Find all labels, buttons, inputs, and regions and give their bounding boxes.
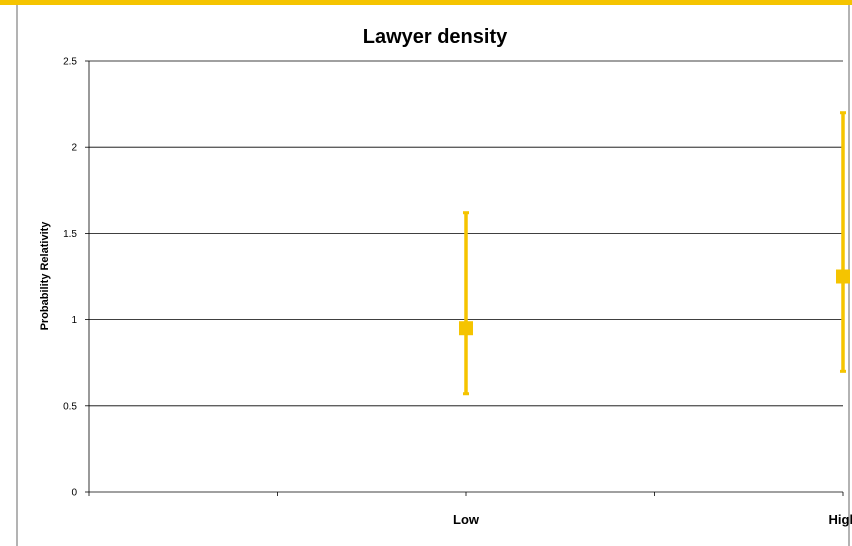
- y-tick-label: 0.5: [63, 401, 77, 412]
- top-accent-bar: [0, 0, 852, 5]
- x-category-labels: Low High: [453, 512, 852, 527]
- y-tick-labels: 0 0.5 1 1.5 2 2.5: [63, 57, 77, 499]
- y-tick-label: 2: [71, 143, 77, 154]
- x-category-label: High: [829, 512, 852, 527]
- y-axis-title: Probability Relativity: [39, 221, 51, 331]
- x-category-label: Low: [453, 512, 480, 527]
- data-point-marker: [459, 321, 473, 336]
- data-point-marker: [836, 269, 850, 284]
- error-bars: [463, 111, 846, 396]
- chart-title: Lawyer density: [363, 26, 508, 48]
- axes: [85, 60, 844, 496]
- y-tick-label: 1: [71, 315, 77, 326]
- y-tick-label: 2.5: [63, 57, 77, 68]
- y-tick-label: 0: [71, 488, 77, 499]
- data-markers: [459, 269, 850, 336]
- y-tick-label: 1.5: [63, 229, 77, 240]
